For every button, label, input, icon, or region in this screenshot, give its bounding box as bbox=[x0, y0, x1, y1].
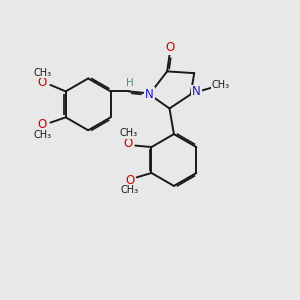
Text: O: O bbox=[125, 174, 134, 187]
Text: O: O bbox=[38, 76, 47, 89]
Text: O: O bbox=[166, 41, 175, 54]
Text: N: N bbox=[192, 85, 201, 98]
Text: CH₃: CH₃ bbox=[121, 185, 139, 195]
Text: CH₃: CH₃ bbox=[212, 80, 230, 90]
Text: O: O bbox=[124, 137, 133, 150]
Text: O: O bbox=[38, 118, 47, 131]
Text: N: N bbox=[145, 88, 154, 101]
Text: CH₃: CH₃ bbox=[33, 130, 51, 140]
Text: CH₃: CH₃ bbox=[33, 68, 51, 78]
Text: H: H bbox=[127, 78, 134, 88]
Text: CH₃: CH₃ bbox=[119, 128, 137, 138]
